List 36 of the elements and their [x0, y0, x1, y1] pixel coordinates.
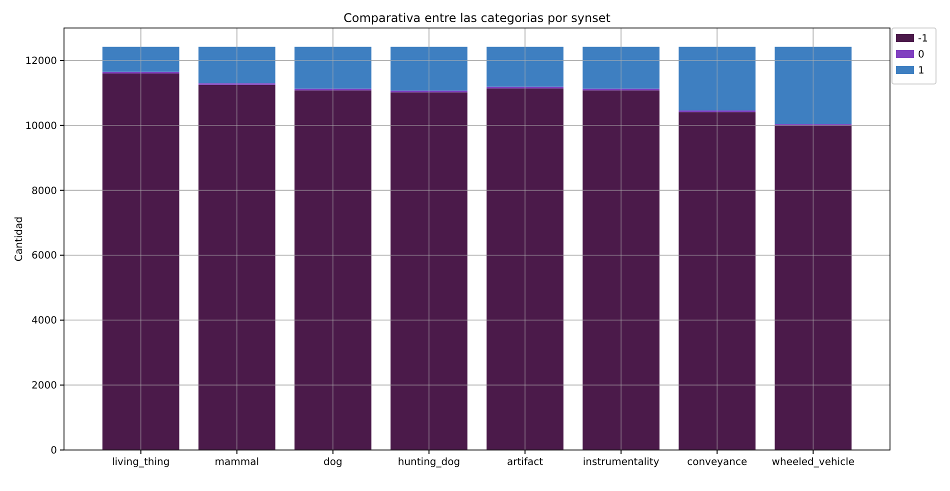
legend-label: 0 — [918, 50, 924, 60]
bar — [294, 46, 372, 89]
x-tick-label: dog — [324, 457, 342, 468]
y-tick-label: 6000 — [32, 250, 57, 262]
bar — [678, 112, 756, 450]
y-tick-label: 12000 — [25, 56, 57, 67]
bar — [486, 88, 564, 450]
x-tick-label: artifact — [507, 457, 544, 468]
bar — [198, 84, 276, 450]
bar — [774, 125, 852, 450]
x-tick-label: mammal — [214, 457, 260, 468]
bar — [774, 46, 852, 124]
y-axis-title: Cantidad — [14, 216, 25, 262]
chart-title: Comparativa entre las categorias por synset — [344, 11, 611, 25]
x-tick-label: living_thing — [112, 457, 170, 468]
x-tick-label: conveyance — [687, 457, 748, 468]
bar — [486, 46, 564, 87]
x-tick-label: instrumentality — [582, 457, 660, 468]
bar — [390, 92, 468, 450]
y-tick-label: 0 — [50, 446, 57, 456]
legend-label: 1 — [918, 66, 924, 76]
x-tick-label: wheeled_vehicle — [772, 457, 855, 468]
y-tick-label: 8000 — [32, 186, 57, 197]
bar — [294, 90, 372, 450]
y-tick-label: 2000 — [32, 380, 57, 392]
bar — [390, 46, 468, 91]
y-tick-label: 4000 — [32, 316, 57, 327]
bar — [102, 73, 180, 450]
bar — [582, 90, 660, 450]
x-tick-label: hunting_dog — [398, 457, 460, 468]
bar — [102, 46, 180, 72]
legend-label: -1 — [918, 34, 928, 44]
bar — [582, 46, 660, 89]
bar — [678, 46, 756, 110]
bar — [198, 46, 276, 84]
y-tick-label: 10000 — [25, 120, 57, 132]
